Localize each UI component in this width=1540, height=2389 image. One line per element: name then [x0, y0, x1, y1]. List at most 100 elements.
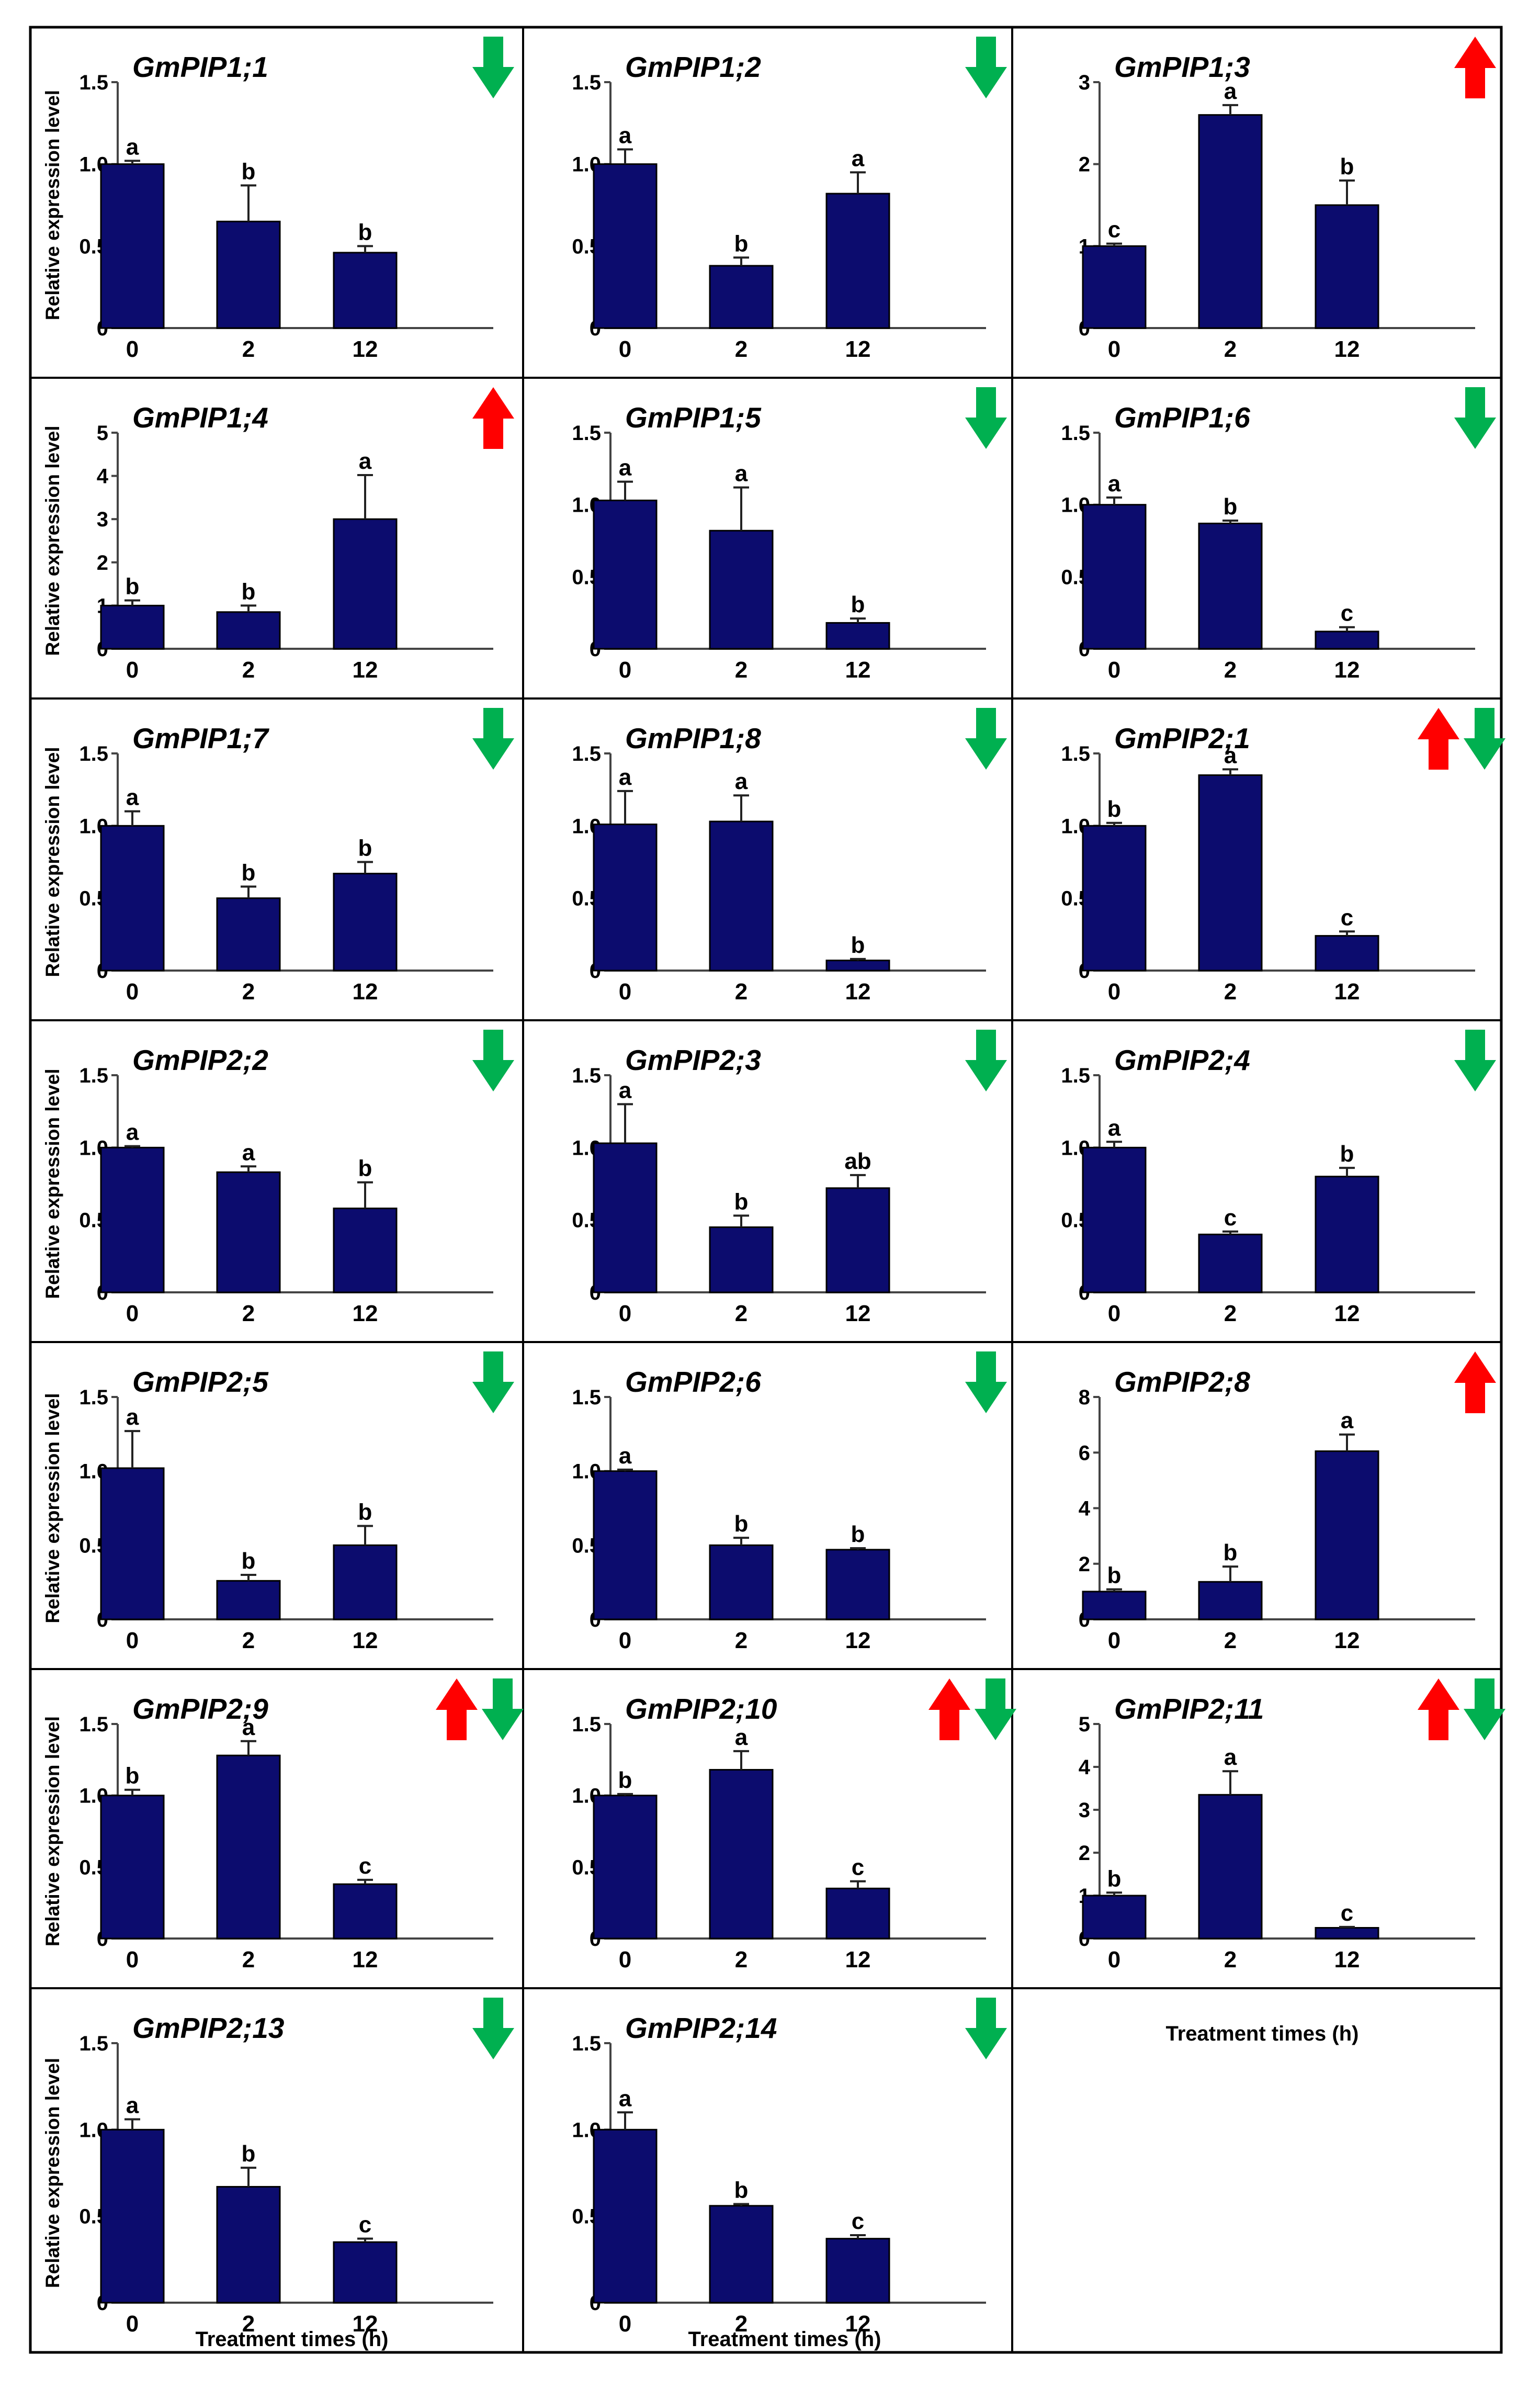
chart-title: GmPIP1;4 [132, 401, 268, 434]
significance-letter: a [1341, 1408, 1354, 1434]
y-tick-label: 1.5 [572, 1386, 601, 1409]
bar-12 [1315, 204, 1379, 329]
x-tick-label: 0 [619, 2311, 631, 2337]
down-arrow-icon [472, 708, 514, 770]
bar-2 [216, 2185, 281, 2304]
bar-12 [1315, 1176, 1379, 1293]
significance-letter: b [242, 2141, 256, 2167]
x-tick-label: 12 [1334, 1301, 1360, 1326]
chart-title: GmPIP1;8 [625, 722, 761, 754]
up-arrow-icon [1418, 708, 1459, 770]
x-tick-label: 2 [1224, 657, 1237, 683]
bar-2 [1198, 522, 1263, 650]
significance-letter: c [1341, 905, 1353, 930]
y-tick-label: 1.5 [1061, 422, 1090, 445]
chart-title: GmPIP2;5 [132, 1366, 269, 1398]
bar-0 [1082, 825, 1147, 972]
bar-12 [825, 1549, 890, 1620]
x-tick-label: 2 [735, 1301, 748, 1326]
significance-letter: a [1108, 471, 1121, 497]
down-arrow-icon [472, 1998, 514, 2059]
bar-0 [100, 1146, 165, 1293]
x-tick-label: 2 [242, 336, 255, 362]
bar-2 [216, 1754, 281, 1940]
chart-panel-gmpip1-4: Relative expression level012345b0b2a12Gm… [42, 387, 514, 683]
x-tick-label: 0 [126, 1301, 139, 1326]
down-arrow-icon [965, 387, 1007, 449]
significance-letter: b [851, 932, 865, 958]
x-tick-label: 12 [353, 979, 378, 1005]
significance-letter: a [735, 461, 748, 487]
bar-2 [709, 1544, 774, 1620]
bar-0 [100, 163, 165, 329]
down-arrow-icon [472, 1351, 514, 1413]
y-tick-label: 3 [1079, 1799, 1090, 1822]
bar-2 [709, 2205, 774, 2304]
significance-letter: a [126, 2092, 139, 2118]
y-tick-label: 2 [1079, 1842, 1090, 1865]
chart-panel-gmpip2-9: Relative expression level00.51.01.5b0a2c… [42, 1678, 524, 1973]
y-tick-label: 2 [97, 551, 108, 574]
chart-title: GmPIP2;10 [625, 1693, 777, 1725]
y-tick-label: 4 [1079, 1756, 1091, 1779]
bar-0 [100, 1795, 165, 1940]
up-arrow-icon [1418, 1678, 1459, 1740]
chart-title: GmPIP2;6 [625, 1366, 761, 1398]
down-arrow-icon [965, 1998, 1007, 2059]
significance-letter: a [852, 145, 865, 171]
chart-panel-gmpip2-11: 012345b0a2c12GmPIP2;11 [1079, 1678, 1505, 1973]
y-tick-label: 1.5 [572, 1713, 601, 1736]
bar-0 [1082, 1591, 1147, 1620]
bar-0 [1082, 245, 1147, 329]
bar-12 [333, 1883, 398, 1940]
significance-letter: b [1340, 154, 1354, 179]
down-arrow-icon [1464, 1678, 1505, 1740]
y-axis-label: Relative expression level [42, 2058, 63, 2288]
x-tick-label: 0 [126, 979, 139, 1005]
x-axis-label: Treatment times (h) [688, 2328, 881, 2351]
x-tick-label: 0 [619, 336, 631, 362]
bar-12 [825, 960, 890, 972]
significance-letter: c [1108, 217, 1120, 243]
y-tick-label: 3 [97, 508, 108, 531]
significance-letter: a [1224, 78, 1237, 104]
bar-12 [1315, 935, 1379, 972]
y-tick-label: 8 [1079, 1386, 1090, 1409]
down-arrow-icon [965, 1351, 1007, 1413]
bar-0 [1082, 504, 1147, 650]
significance-letter: c [1224, 1205, 1237, 1231]
x-tick-label: 12 [353, 1301, 378, 1326]
x-tick-label: 12 [1334, 336, 1360, 362]
significance-letter: a [619, 2086, 632, 2111]
chart-title: GmPIP1;6 [1114, 401, 1250, 434]
y-tick-label: 4 [97, 465, 109, 488]
chart-title: GmPIP1;1 [132, 51, 268, 83]
significance-letter: c [359, 2212, 371, 2238]
up-arrow-icon [928, 1678, 970, 1740]
y-tick-label: 1.5 [79, 71, 108, 94]
significance-letter: b [618, 1767, 632, 1793]
chart-title: GmPIP2;4 [1114, 1044, 1250, 1076]
y-tick-label: 1.5 [1061, 1064, 1090, 1087]
bar-0 [593, 1470, 658, 1620]
down-arrow-icon [482, 1678, 524, 1740]
bar-2 [1198, 1794, 1263, 1940]
y-tick-label: 3 [1079, 71, 1090, 94]
chart-panel-gmpip2-13: Relative expression level00.51.01.5a0b2c… [42, 1998, 514, 2351]
x-tick-label: 2 [1224, 1947, 1237, 1973]
y-tick-label: 5 [1079, 1713, 1090, 1736]
bar-2 [709, 265, 774, 329]
bar-12 [1315, 1450, 1379, 1620]
y-axis-label: Relative expression level [42, 1393, 63, 1623]
bar-0 [1082, 1895, 1147, 1940]
x-tick-label: 2 [1224, 1301, 1237, 1326]
significance-letter: b [1224, 494, 1238, 520]
significance-letter: a [126, 1120, 139, 1145]
bar-2 [216, 1171, 281, 1293]
